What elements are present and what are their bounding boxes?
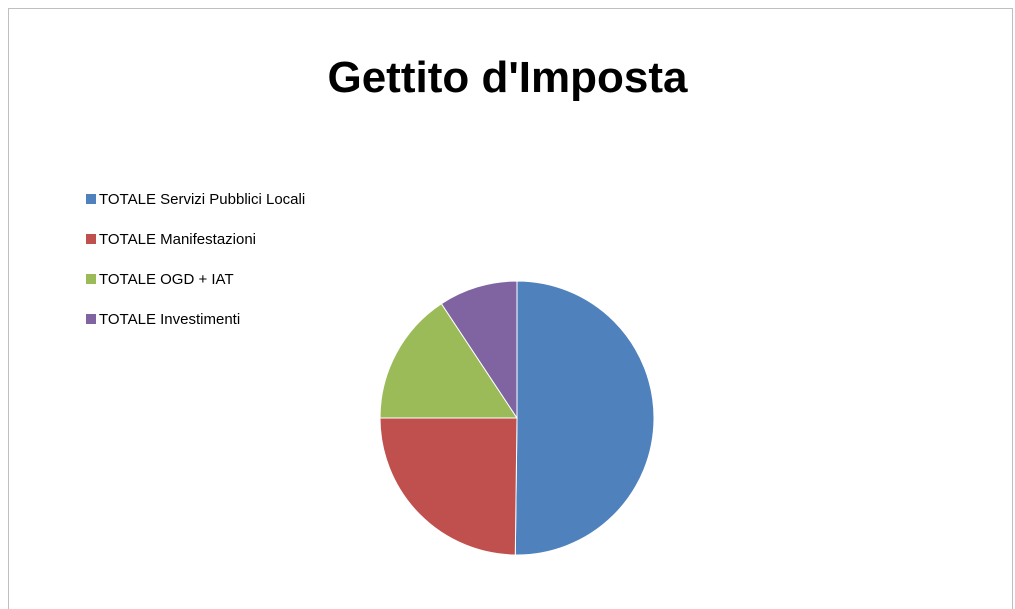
legend-swatch-manifestazioni [86,234,96,244]
legend-item-servizi: TOTALE Servizi Pubblici Locali [86,179,406,219]
legend-swatch-investimenti [86,314,96,324]
pie-slice-manifestazioni [379,417,518,556]
legend-swatch-servizi [86,194,96,204]
pie-slice-ogd-iat [379,303,518,419]
legend-label-investimenti: TOTALE Investimenti [99,310,241,328]
legend-swatch-ogd-iat [86,274,96,284]
pie-slices [379,280,655,556]
legend: TOTALE Servizi Pubblici Locali TOTALE Ma… [86,179,406,339]
legend-label-servizi: TOTALE Servizi Pubblici Locali [99,190,306,208]
pie-slice-investimenti [440,280,518,420]
chart-title: Gettito d'Imposta [327,53,688,102]
pie-slice-servizi [514,280,655,556]
legend-item-manifestazioni: TOTALE Manifestazioni [86,219,406,259]
legend-item-ogd-iat: TOTALE OGD + IAT [86,259,406,299]
legend-label-manifestazioni: TOTALE Manifestazioni [99,230,257,248]
legend-label-ogd-iat: TOTALE OGD + IAT [99,270,234,288]
legend-item-investimenti: TOTALE Investimenti [86,299,406,339]
